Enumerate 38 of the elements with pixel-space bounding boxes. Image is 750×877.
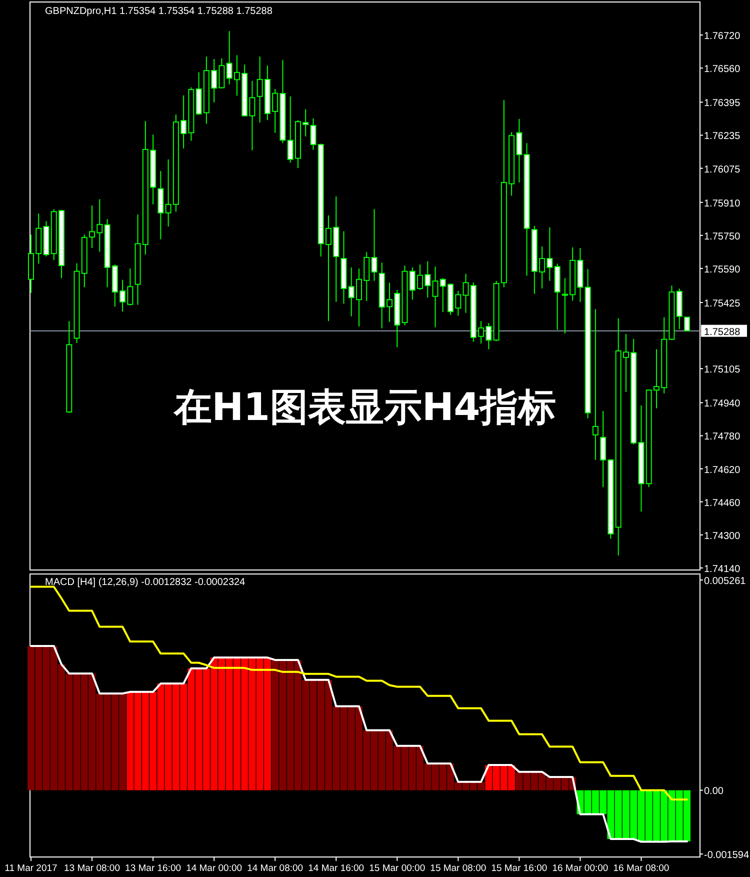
y-tick-label: 1.76720 bbox=[704, 31, 741, 42]
x-tick-label: 15 Mar 00:00 bbox=[369, 863, 426, 874]
y-tick-label: 1.76560 bbox=[704, 64, 741, 76]
x-tick-label: 15 Mar 08:00 bbox=[430, 863, 486, 874]
candlestick bbox=[592, 308, 598, 460]
y-tick-label: 1.76235 bbox=[704, 131, 741, 142]
y-tick-label: 0.00 bbox=[704, 786, 724, 798]
candlestick bbox=[371, 208, 378, 282]
chart-title: GBPNZDpro,H1 1.75354 1.75354 1.75288 1.75288 bbox=[45, 6, 273, 17]
y-tick-label: 1.74140 bbox=[704, 564, 741, 575]
x-tick-label: 16 Mar 08:00 bbox=[613, 863, 670, 874]
ref-line-label: 1.75288 bbox=[704, 326, 741, 338]
y-tick-label: 1.75590 bbox=[704, 264, 741, 276]
y-tick-label: 1.75910 bbox=[704, 198, 741, 210]
y-tick-label: 1.75750 bbox=[704, 231, 741, 242]
y-tick-label: -0.001594 bbox=[704, 850, 750, 861]
annotation: 在H1图表显示H4指标 bbox=[172, 385, 556, 429]
x-tick-label: 14 Mar 00:00 bbox=[186, 863, 242, 874]
x-tick-label: 13 Mar 16:00 bbox=[125, 863, 182, 874]
y-tick-label: 0.005261 bbox=[704, 576, 746, 587]
y-tick-label: 1.74460 bbox=[704, 498, 741, 509]
candlestick bbox=[310, 118, 316, 150]
x-tick-label: 14 Mar 08:00 bbox=[247, 863, 304, 874]
x-tick-label: 16 Mar 00:00 bbox=[552, 863, 608, 874]
line-series bbox=[30, 586, 688, 800]
x-tick-label: 11 Mar 2017 bbox=[4, 863, 58, 874]
y-tick-label: 1.75425 bbox=[704, 298, 741, 310]
x-tick-label: 14 Mar 16:00 bbox=[308, 863, 364, 874]
y-tick-label: 1.74940 bbox=[704, 398, 741, 410]
x-tick-label: 13 Mar 08:00 bbox=[64, 863, 120, 874]
y-tick-label: 1.74780 bbox=[704, 432, 741, 443]
y-tick-label: 1.74620 bbox=[704, 464, 741, 476]
y-tick-label: 1.74300 bbox=[704, 530, 741, 542]
y-tick-label: 1.75105 bbox=[704, 364, 741, 376]
chart-title: MACD [H4] (12,26,9) -0.0012832 -0.0002324 bbox=[45, 577, 246, 588]
y-tick-label: 1.76075 bbox=[704, 164, 741, 176]
y-tick-label: 1.76395 bbox=[704, 98, 741, 110]
x-tick-label: 15 Mar 16:00 bbox=[491, 863, 548, 874]
